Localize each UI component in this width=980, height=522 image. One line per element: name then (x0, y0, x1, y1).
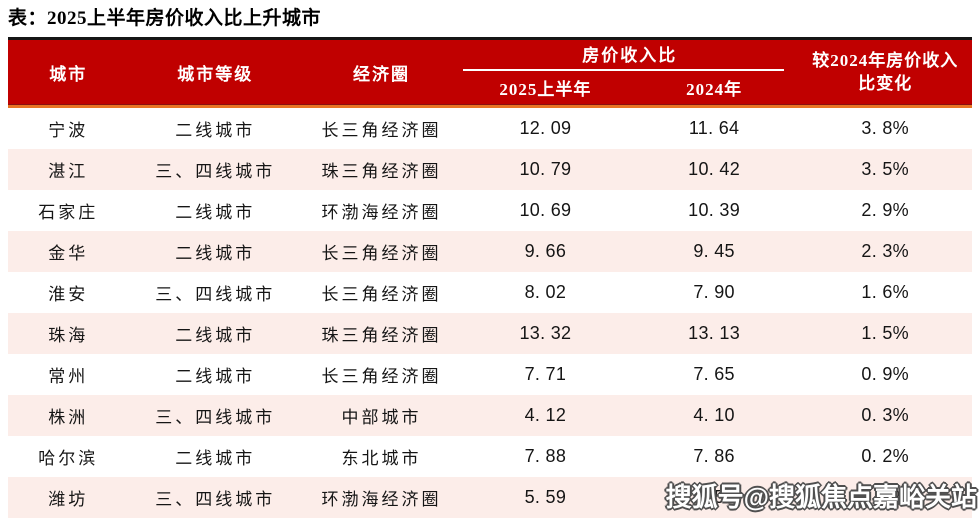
cell-economic-circle: 长三角经济圈 (321, 367, 442, 386)
cell-city-tier: 二线城市 (175, 244, 256, 263)
cell-ratio-2025: 7. 71 (524, 364, 567, 384)
cell-city-tier: 二线城市 (175, 367, 256, 386)
cell-ratio-2025: 13. 32 (519, 323, 572, 343)
cell-ratio-2024: 11. 64 (688, 118, 740, 138)
cell-city: 哈尔滨 (38, 449, 99, 468)
header-change-line1: 较2024年房价收入 (812, 51, 959, 70)
cell-ratio-2025: 10. 79 (519, 159, 572, 179)
cell-ratio-2025: 8. 02 (524, 282, 567, 302)
cell-ratio-2025: 5. 59 (524, 487, 567, 507)
cell-city-tier: 三、四线城市 (155, 408, 276, 427)
cell-change: 0. 9% (861, 364, 909, 384)
table-header-row: 城市 城市等级 经济圈 房价收入比 2025上半年 2024年 较2024年房价… (8, 37, 972, 105)
cell-ratio-2024: 13. 13 (688, 323, 741, 343)
cell-ratio-2024: 9. 45 (693, 241, 735, 261)
cell-city-tier: 二线城市 (175, 203, 256, 222)
cell-city: 潍坊 (48, 490, 89, 509)
cell-change: 1. 6% (861, 282, 909, 302)
cell-economic-circle: 长三角经济圈 (321, 285, 442, 304)
cell-ratio-2025: 7. 88 (524, 446, 567, 466)
cell-city-tier: 三、四线城市 (155, 162, 276, 181)
header-accent-bar (8, 105, 972, 108)
header-economic-circle: 经济圈 (353, 64, 411, 84)
header-ratio-2024: 2024年 (686, 80, 743, 99)
cell-ratio-2025: 4. 12 (524, 405, 567, 425)
cell-change: 0. 2% (861, 487, 909, 507)
cell-city-tier: 二线城市 (175, 449, 256, 468)
cell-ratio-2024: 7. 86 (693, 446, 735, 466)
header-group-divider (463, 69, 785, 71)
cell-city: 株洲 (48, 408, 89, 427)
header-ratio-2025: 2025上半年 (499, 80, 592, 99)
cell-change: 1. 5% (861, 323, 909, 343)
table-title: 表：2025上半年房价收入比上升城市 (8, 8, 322, 29)
cell-ratio-2025: 9. 66 (524, 241, 567, 261)
cell-change: 2. 3% (861, 241, 909, 261)
cell-economic-circle: 中部城市 (341, 408, 422, 427)
cell-city: 珠海 (48, 326, 89, 345)
header-change-line2: 比变化 (858, 74, 913, 93)
table-row: 常州 二线城市 长三角经济圈 7. 71 7. 65 0. 9% (8, 354, 972, 395)
cell-city: 宁波 (48, 121, 89, 140)
table-body: 宁波 二线城市 长三角经济圈 12. 09 11. 64 3. 8% 湛江 三、四线城市 珠三角… (8, 108, 972, 518)
cell-economic-circle: 珠三角经济圈 (321, 162, 442, 181)
table-row: 湛江 三、四线城市 珠三角经济圈 10. 79 10. 42 3. 5% (8, 149, 972, 190)
cell-economic-circle: 环渤海经济圈 (321, 203, 442, 222)
table-row: 金华 二线城市 长三角经济圈 9. 66 9. 45 2. 3% (8, 231, 972, 272)
cell-ratio-2024: 10. 42 (688, 159, 741, 179)
table-row: 潍坊 三、四线城市 环渤海经济圈 5. 59 5. 58 0. 2% (8, 477, 972, 518)
table-row: 宁波 二线城市 长三角经济圈 12. 09 11. 64 3. 8% (8, 108, 972, 149)
cell-change: 0. 3% (861, 405, 909, 425)
cell-change: 3. 5% (861, 159, 909, 179)
cell-city: 石家庄 (38, 203, 99, 222)
table-row: 淮安 三、四线城市 长三角经济圈 8. 02 7. 90 1. 6% (8, 272, 972, 313)
cell-ratio-2025: 10. 69 (519, 200, 572, 220)
cell-city: 淮安 (48, 285, 89, 304)
cell-city: 金华 (48, 244, 89, 263)
cell-change: 3. 8% (861, 118, 909, 138)
watermark-text: 搜狐号@搜狐焦点嘉峪关站 (665, 482, 977, 512)
cell-ratio-2024: 10. 39 (688, 200, 741, 220)
header-ratio-subcolumns: 2025上半年 2024年 (461, 71, 798, 104)
cell-economic-circle: 珠三角经济圈 (321, 326, 442, 345)
cell-economic-circle: 东北城市 (341, 449, 422, 468)
table-row: 石家庄 二线城市 环渤海经济圈 10. 69 10. 39 2. 9% (8, 190, 972, 231)
cell-ratio-2024: 4. 10 (693, 405, 735, 425)
cell-city-tier: 三、四线城市 (155, 490, 276, 509)
cell-city-tier: 二线城市 (175, 121, 256, 140)
cell-city-tier: 二线城市 (175, 326, 256, 345)
cell-ratio-2024: 5. 58 (693, 487, 735, 507)
header-city: 城市 (49, 64, 88, 84)
header-city-tier: 城市等级 (177, 64, 254, 84)
cell-city-tier: 三、四线城市 (155, 285, 276, 304)
cell-change: 2. 9% (861, 200, 909, 220)
cell-economic-circle: 长三角经济圈 (321, 121, 442, 140)
header-ratio-group-label: 房价收入比 (582, 46, 678, 65)
cell-ratio-2025: 12. 09 (519, 118, 572, 138)
table-row: 珠海 二线城市 珠三角经济圈 13. 32 13. 13 1. 5% (8, 313, 972, 354)
cell-change: 0. 2% (861, 446, 909, 466)
cell-ratio-2024: 7. 90 (693, 282, 735, 302)
cell-economic-circle: 环渤海经济圈 (321, 490, 442, 509)
cell-city: 常州 (48, 367, 89, 386)
cell-ratio-2024: 7. 65 (693, 364, 735, 384)
cell-city: 湛江 (48, 162, 89, 181)
table-row: 株洲 三、四线城市 中部城市 4. 12 4. 10 0. 3% (8, 395, 972, 436)
table-row: 哈尔滨 二线城市 东北城市 7. 88 7. 86 0. 2% (8, 436, 972, 477)
cell-economic-circle: 长三角经济圈 (321, 244, 442, 263)
header-ratio-group: 房价收入比 2025上半年 2024年 (461, 40, 798, 104)
header-change-vs-2024: 较2024年房价收入 比变化 (798, 40, 972, 104)
price-income-ratio-table: 城市 城市等级 经济圈 房价收入比 2025上半年 2024年 较2024年房价… (8, 37, 972, 518)
